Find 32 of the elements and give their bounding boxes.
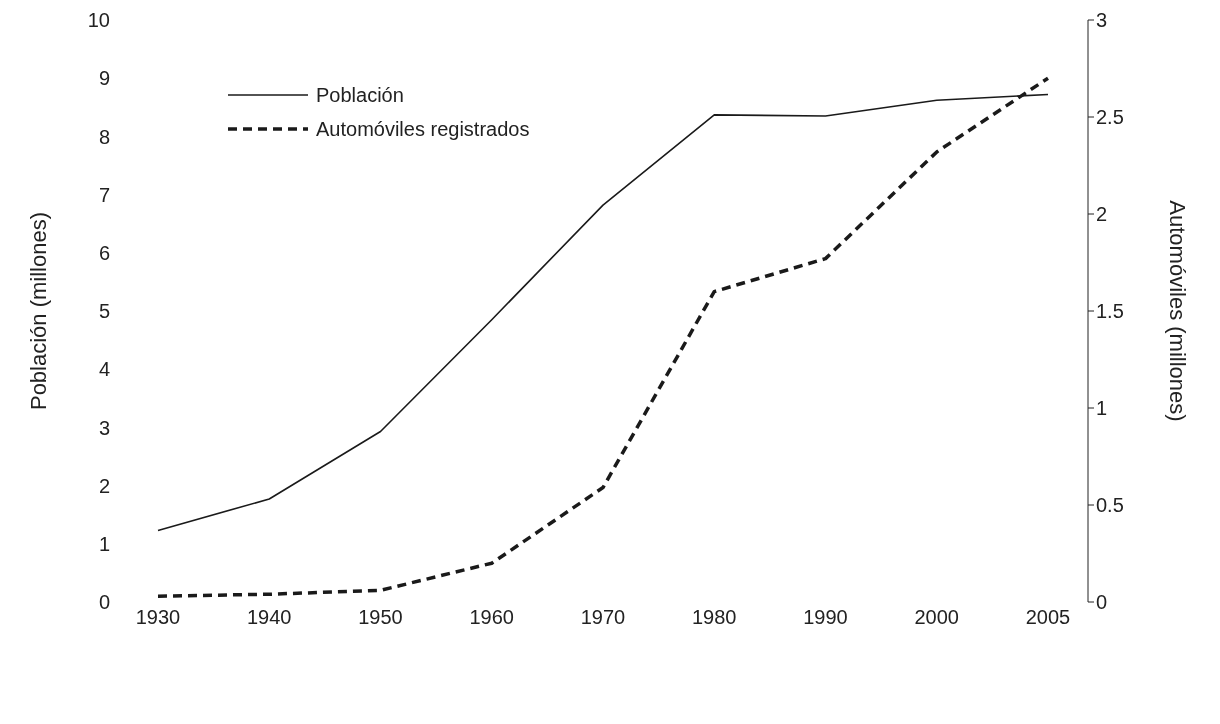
x-tick-label: 1990	[803, 606, 848, 629]
x-tick-label: 1980	[692, 606, 737, 629]
y2-tick-label: 3	[1096, 9, 1108, 32]
x-tick-label: 1930	[135, 606, 181, 629]
x-tick-label: 2000	[914, 606, 959, 629]
y2-axis-title: Automóviles (millones)	[1165, 200, 1191, 422]
y-tick-label: 9	[98, 67, 110, 90]
y-tick-label: 10	[87, 9, 110, 32]
x-tick-label: 1950	[358, 606, 403, 629]
y2-tick-label: 2.5	[1096, 106, 1124, 129]
y2-tick-label: 0	[1096, 591, 1108, 614]
x-tick-label: 1960	[469, 606, 514, 629]
y-tick-label: 0	[98, 591, 110, 614]
y2-tick-label: 2	[1096, 203, 1108, 226]
y2-tick-label: 1	[1096, 397, 1108, 420]
y-tick-label: 6	[98, 241, 110, 264]
line-series	[156, 76, 1050, 598]
y-tick-label: 1	[98, 532, 110, 555]
x-tick-label: 1970	[580, 606, 626, 629]
y2-tick-label: 0.5	[1096, 494, 1124, 517]
y-tick-label: 3	[98, 416, 110, 439]
x-tick-label: 2005	[1025, 606, 1071, 629]
y-tick-label: 4	[98, 358, 110, 381]
legend-label: Población	[316, 83, 404, 107]
y-tick-label: 8	[98, 125, 110, 148]
y-tick-label: 5	[98, 300, 110, 323]
y-tick-label: 7	[98, 183, 110, 206]
y2-tick-label: 1.5	[1096, 300, 1124, 323]
y-tick-label: 2	[98, 474, 110, 497]
x-tick-label: 1940	[247, 606, 292, 629]
legend-label: Automóviles registrados	[316, 117, 530, 141]
y-axis-title: Población (millones)	[25, 211, 51, 411]
